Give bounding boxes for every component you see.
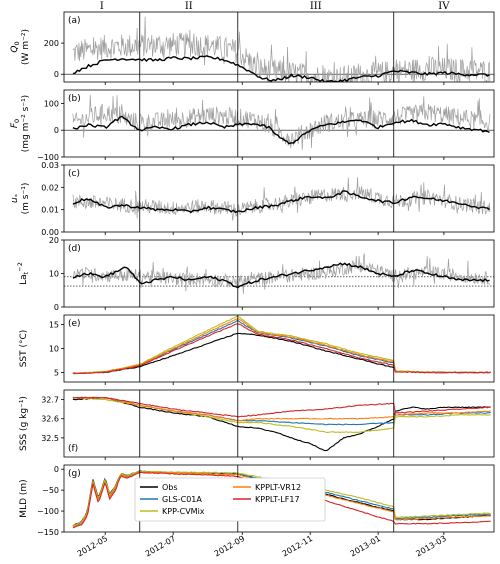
- plot-area: [72, 177, 491, 221]
- plot-area: [64, 94, 494, 150]
- legend-label: KPP-CVMix: [162, 507, 205, 516]
- y-tick-label: 32.7: [41, 396, 59, 405]
- panel-label: (f): [68, 444, 78, 454]
- legend-label: KPPLT-VR12: [255, 483, 301, 492]
- plot-area: [64, 16, 494, 82]
- axes-frame: [63, 11, 495, 83]
- y-axis-unit: (mg m⁻² s⁻¹): [21, 95, 31, 152]
- x-tick-label: 2012-09: [213, 534, 246, 559]
- panel-label: (c): [68, 169, 80, 179]
- period-label-II: II: [185, 1, 193, 12]
- y-tick-label: 0.01: [41, 206, 59, 215]
- panel-e: 5 10 15 (e) SST (°C): [19, 314, 495, 385]
- y-axis-label: Lat−2: [16, 262, 30, 285]
- smoothed-series-line: [72, 115, 490, 145]
- smoothed-series-line: [72, 262, 490, 289]
- legend-box: [134, 477, 326, 522]
- y-tick-label: 5: [54, 368, 59, 377]
- legend-label: KPPLT-LF17: [255, 495, 300, 504]
- y-tick-label: −100: [37, 507, 59, 516]
- smoothed-series-line: [72, 190, 490, 214]
- y-tick-label: −50: [42, 486, 59, 495]
- y-tick-label: 32.5: [41, 434, 59, 443]
- x-tick-label: 2013-01: [349, 534, 382, 559]
- y-tick-label: 15: [49, 321, 59, 330]
- y-axis-unit: (W m⁻²): [21, 29, 31, 65]
- y-axis-unit: (m s⁻¹): [21, 183, 31, 215]
- x-tick-label: 2012-07: [144, 534, 177, 559]
- panel-label: (b): [68, 94, 81, 104]
- y-tick-label: 0: [54, 465, 59, 474]
- series-line-kpplt-vr12: [72, 396, 491, 422]
- axes-frame: [63, 464, 495, 533]
- y-axis-label: F0: [10, 119, 21, 128]
- panel-d: 0 10 20 (d) Lat−2: [16, 236, 495, 312]
- panel-f: 32.5 32.6 32.7 (f) SSS (g kg⁻¹): [19, 389, 495, 460]
- series-line-obs: [72, 396, 491, 452]
- y-axis-label: SSS (g kg⁻¹): [19, 396, 29, 451]
- period-label-III: III: [310, 1, 322, 12]
- y-tick-label: 0.00: [41, 228, 59, 237]
- x-tick-label: 2012-11: [281, 534, 314, 559]
- legend-label: GLS-C01A: [162, 495, 202, 504]
- y-axis-label: Q0: [10, 41, 21, 52]
- x-tick-label: 2012-05: [76, 534, 109, 559]
- y-tick-label: −150: [37, 528, 59, 537]
- raw-series-line: [72, 177, 491, 221]
- y-tick-label: 20: [49, 236, 59, 245]
- y-axis-label: u*: [10, 193, 21, 203]
- period-label-IV: IV: [438, 1, 450, 12]
- series-line-kpp-cvmix: [72, 315, 491, 374]
- y-tick-label: 0: [54, 70, 59, 79]
- y-tick-label: 100: [44, 99, 59, 108]
- panel-label: (g): [68, 469, 81, 479]
- panel-label: (d): [68, 244, 81, 254]
- axes-frame: [63, 164, 495, 233]
- raw-series-line: [72, 94, 491, 150]
- y-axis-label: MLD (m): [19, 479, 29, 517]
- y-tick-label: 0.02: [41, 183, 59, 192]
- y-tick-label: −100: [37, 153, 59, 162]
- y-axis-label: SST (°C): [19, 330, 29, 368]
- panel-b: −100 0 100 (b) F0 (mg m⁻² s⁻¹): [10, 89, 495, 162]
- y-tick-label: 10: [49, 270, 59, 279]
- period-label-I: I: [100, 1, 104, 12]
- panel-a: 0 200 (a) Q0 (W m⁻²): [10, 11, 495, 85]
- series-line-kpplt-lf17: [72, 396, 491, 418]
- plot-area: [72, 396, 491, 452]
- panel-label: (a): [68, 16, 81, 26]
- y-tick-label: 32.6: [41, 415, 59, 424]
- plot-area: [64, 253, 494, 294]
- smoothed-series-line: [72, 55, 490, 82]
- plot-area: [72, 315, 491, 375]
- axes-frame: [63, 389, 495, 458]
- panel-label: (e): [68, 319, 81, 329]
- y-tick-label: 200: [44, 39, 59, 48]
- y-tick-label: 0.03: [41, 161, 59, 170]
- y-tick-label: 0: [54, 126, 59, 135]
- y-tick-label: 0: [54, 303, 59, 312]
- series-line-kpplt-vr12: [72, 318, 491, 375]
- axes-frame: [63, 89, 495, 158]
- x-tick-label: 2013-03: [414, 534, 447, 559]
- legend-label: Obs: [162, 483, 178, 492]
- panel-c: 0.00 0.01 0.02 0.03 (c) u* (m s⁻¹): [10, 161, 495, 237]
- raw-series-line: [72, 16, 491, 82]
- series-line-kpplt-lf17: [72, 323, 491, 375]
- y-tick-label: 10: [49, 345, 59, 354]
- legend: Obs GLS-C01A KPP-CVMix KPPLT-VR12 KPPLT-LF17: [134, 477, 326, 522]
- series-line-obs: [72, 332, 491, 375]
